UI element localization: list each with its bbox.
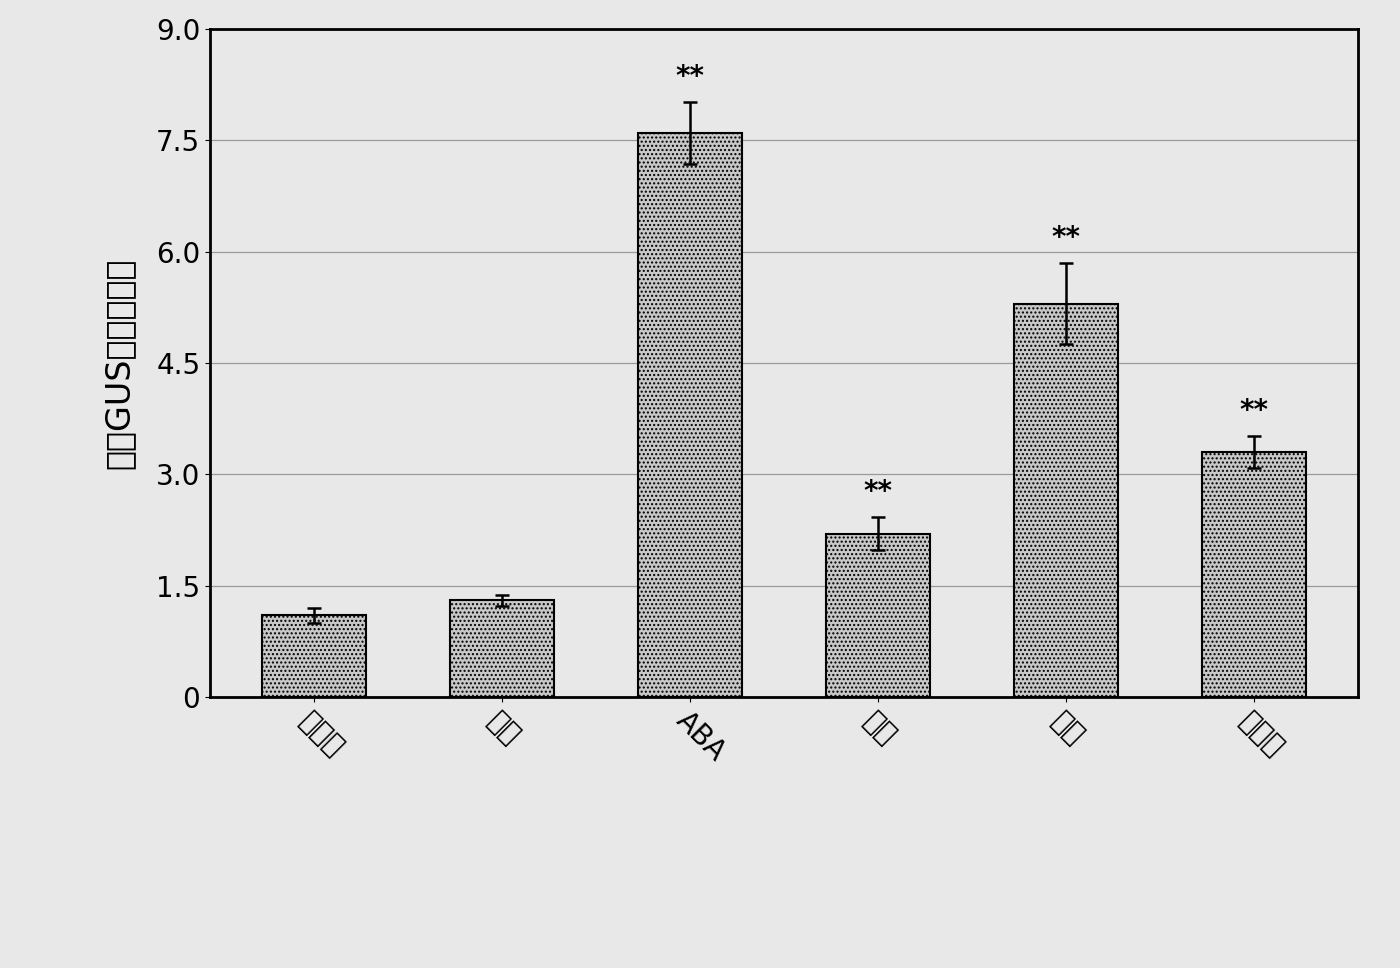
Text: **: ** — [864, 478, 893, 506]
Bar — [262, 616, 365, 697]
Text: **: ** — [675, 63, 704, 91]
Bar — [638, 133, 742, 697]
Text: **: ** — [1239, 397, 1268, 425]
Bar — [826, 533, 930, 697]
Text: **: ** — [1051, 224, 1081, 252]
Bar — [1203, 452, 1306, 697]
Bar — [1015, 304, 1117, 697]
Y-axis label: 相对GUS活性（倍）: 相对GUS活性（倍） — [102, 257, 134, 469]
Bar — [451, 600, 553, 697]
